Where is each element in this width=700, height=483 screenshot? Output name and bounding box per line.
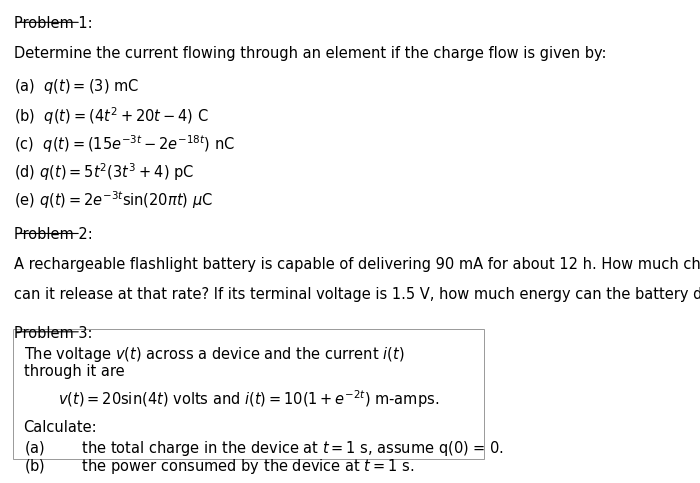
Text: Calculate:: Calculate: [24,420,97,435]
Text: (b)        the power consumed by the device at $t = 1$ s.: (b) the power consumed by the device at … [24,457,414,476]
Text: The voltage $v(t)$ across a device and the current $i(t)$: The voltage $v(t)$ across a device and t… [24,345,404,364]
Text: Problem 3:: Problem 3: [14,326,92,341]
Text: Problem 1:: Problem 1: [14,16,92,31]
Text: A rechargeable flashlight battery is capable of delivering 90 mA for about 12 h.: A rechargeable flashlight battery is cap… [14,257,700,272]
Text: Determine the current flowing through an element if the charge flow is given by:: Determine the current flowing through an… [14,46,606,61]
Text: (a)        the total charge in the device at $t = 1$ s, assume q(0) = 0.: (a) the total charge in the device at $t… [24,439,504,457]
Text: (c)  $q(t) = \left(15e^{-3t} - 2e^{-18t}\right)\ \mathrm{nC}$: (c) $q(t) = \left(15e^{-3t} - 2e^{-18t}\… [14,133,235,155]
Text: (b)  $q(t) = (4t^2 + 20t - 4)\ \mathrm{C}$: (b) $q(t) = (4t^2 + 20t - 4)\ \mathrm{C}… [14,105,209,127]
Text: can it release at that rate? If its terminal voltage is 1.5 V, how much energy c: can it release at that rate? If its term… [14,287,700,302]
Bar [13,329,484,458]
Text: (e) $q(t) = 2e^{-3t}\sin(20\pi t)\ \mu\mathrm{C}$: (e) $q(t) = 2e^{-3t}\sin(20\pi t)\ \mu\m… [14,189,213,211]
Text: (a)  $q(t) = (3)\ \mathrm{mC}$: (a) $q(t) = (3)\ \mathrm{mC}$ [14,77,139,96]
Text: $v(t) = 20\sin(4t)$ volts and $i(t) = 10(1 + e^{-2t})$ m-amps.: $v(t) = 20\sin(4t)$ volts and $i(t) = 10… [57,389,439,411]
Text: Problem 2:: Problem 2: [14,227,92,242]
Text: (d) $q(t) = 5t^2(3t^3+ 4)\ \mathrm{pC}$: (d) $q(t) = 5t^2(3t^3+ 4)\ \mathrm{pC}$ [14,161,194,183]
Text: through it are: through it are [24,364,124,379]
